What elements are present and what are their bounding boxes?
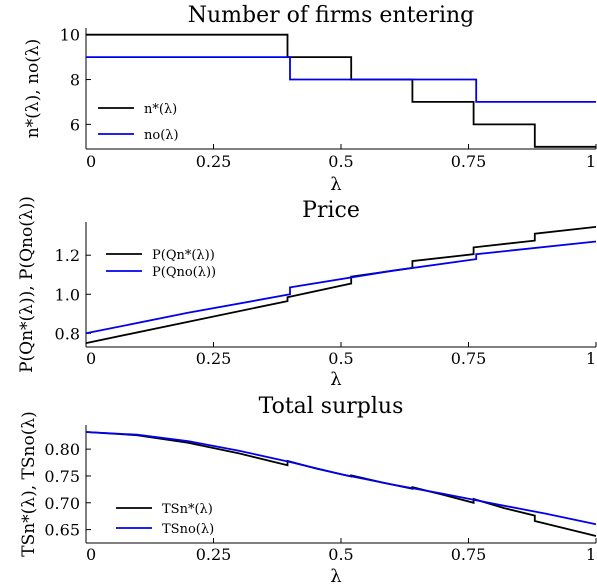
y-tick-label: 1.0: [55, 285, 80, 304]
y-tick-label: 0.65: [44, 521, 80, 540]
x-axis-label: λ: [330, 174, 341, 195]
y-tick-label: 6: [70, 115, 80, 134]
y-tick-label: 0.8: [55, 324, 80, 343]
series-line-star: [85, 226, 597, 344]
x-tick-label: 0.75: [451, 152, 487, 171]
y-tick-label: 10: [60, 26, 80, 45]
x-axis-label: λ: [330, 369, 341, 390]
x-tick-label: 0.25: [196, 152, 232, 171]
x-tick-label: 0.75: [451, 349, 487, 368]
y-tick-label: 0.75: [44, 467, 80, 486]
legend: n*(λ) no(λ): [98, 102, 179, 143]
chart-panel-2: Price 0 0.25 0.5 0.75 1 0.8 1.0 1.2 λ P(Qn*(λ)), P…: [17, 196, 597, 390]
legend-entry: P(Qno(λ)): [152, 265, 216, 280]
legend-entry: no(λ): [144, 128, 179, 143]
chart-title: Price: [302, 198, 360, 223]
series-line-optimal: [86, 56, 596, 103]
y-tick-label: 0.80: [44, 440, 80, 459]
x-tick-label: 1: [586, 349, 596, 368]
x-tick-label: 0.5: [328, 545, 353, 564]
y-axis-label: P(Qn*(λ)), P(Qno(λ)): [17, 196, 37, 373]
chart-title: Number of firms entering: [188, 3, 474, 28]
legend: TSn*(λ) TSno(λ): [116, 502, 214, 537]
x-tick-label: 0.25: [196, 349, 232, 368]
y-tick-label: 1.2: [55, 246, 80, 265]
legend-entry: P(Qn*(λ)): [152, 248, 215, 263]
chart-panel-1: Number of firms entering 0 0.25 0.5 0.75 1 6 8 1…: [23, 3, 597, 195]
x-tick-label: 0.75: [451, 545, 487, 564]
series-line-optimal: [85, 240, 597, 335]
y-tick-label: 8: [70, 71, 80, 90]
series-line-star: [86, 33, 596, 148]
x-tick-label: 0: [86, 152, 96, 171]
legend-entry: TSn*(λ): [162, 502, 213, 517]
x-tick-label: 0: [86, 545, 96, 564]
chart-panel-3: Total surplus 0 0.25 0.5 0.75 1 0.65 0.70 0.75 0.…: [19, 394, 597, 587]
x-tick-label: 1: [586, 152, 596, 171]
x-tick-label: 0.5: [328, 349, 353, 368]
y-tick-label: 0.70: [44, 494, 80, 513]
series-line-star: [85, 431, 597, 537]
legend-entry: TSno(λ): [162, 522, 214, 537]
y-axis-label: n*(λ), no(λ): [23, 39, 43, 139]
series-line-optimal: [85, 431, 597, 526]
chart-title: Total surplus: [259, 394, 404, 419]
legend-entry: n*(λ): [144, 102, 177, 117]
y-axis-label: TSn*(λ), TSno(λ): [19, 411, 39, 557]
x-tick-label: 0.25: [196, 545, 232, 564]
x-tick-label: 1: [586, 545, 596, 564]
x-tick-label: 0.5: [328, 152, 353, 171]
x-tick-label: 0: [86, 349, 96, 368]
x-axis-label: λ: [330, 566, 341, 587]
legend: P(Qn*(λ)) P(Qno(λ)): [106, 248, 216, 280]
